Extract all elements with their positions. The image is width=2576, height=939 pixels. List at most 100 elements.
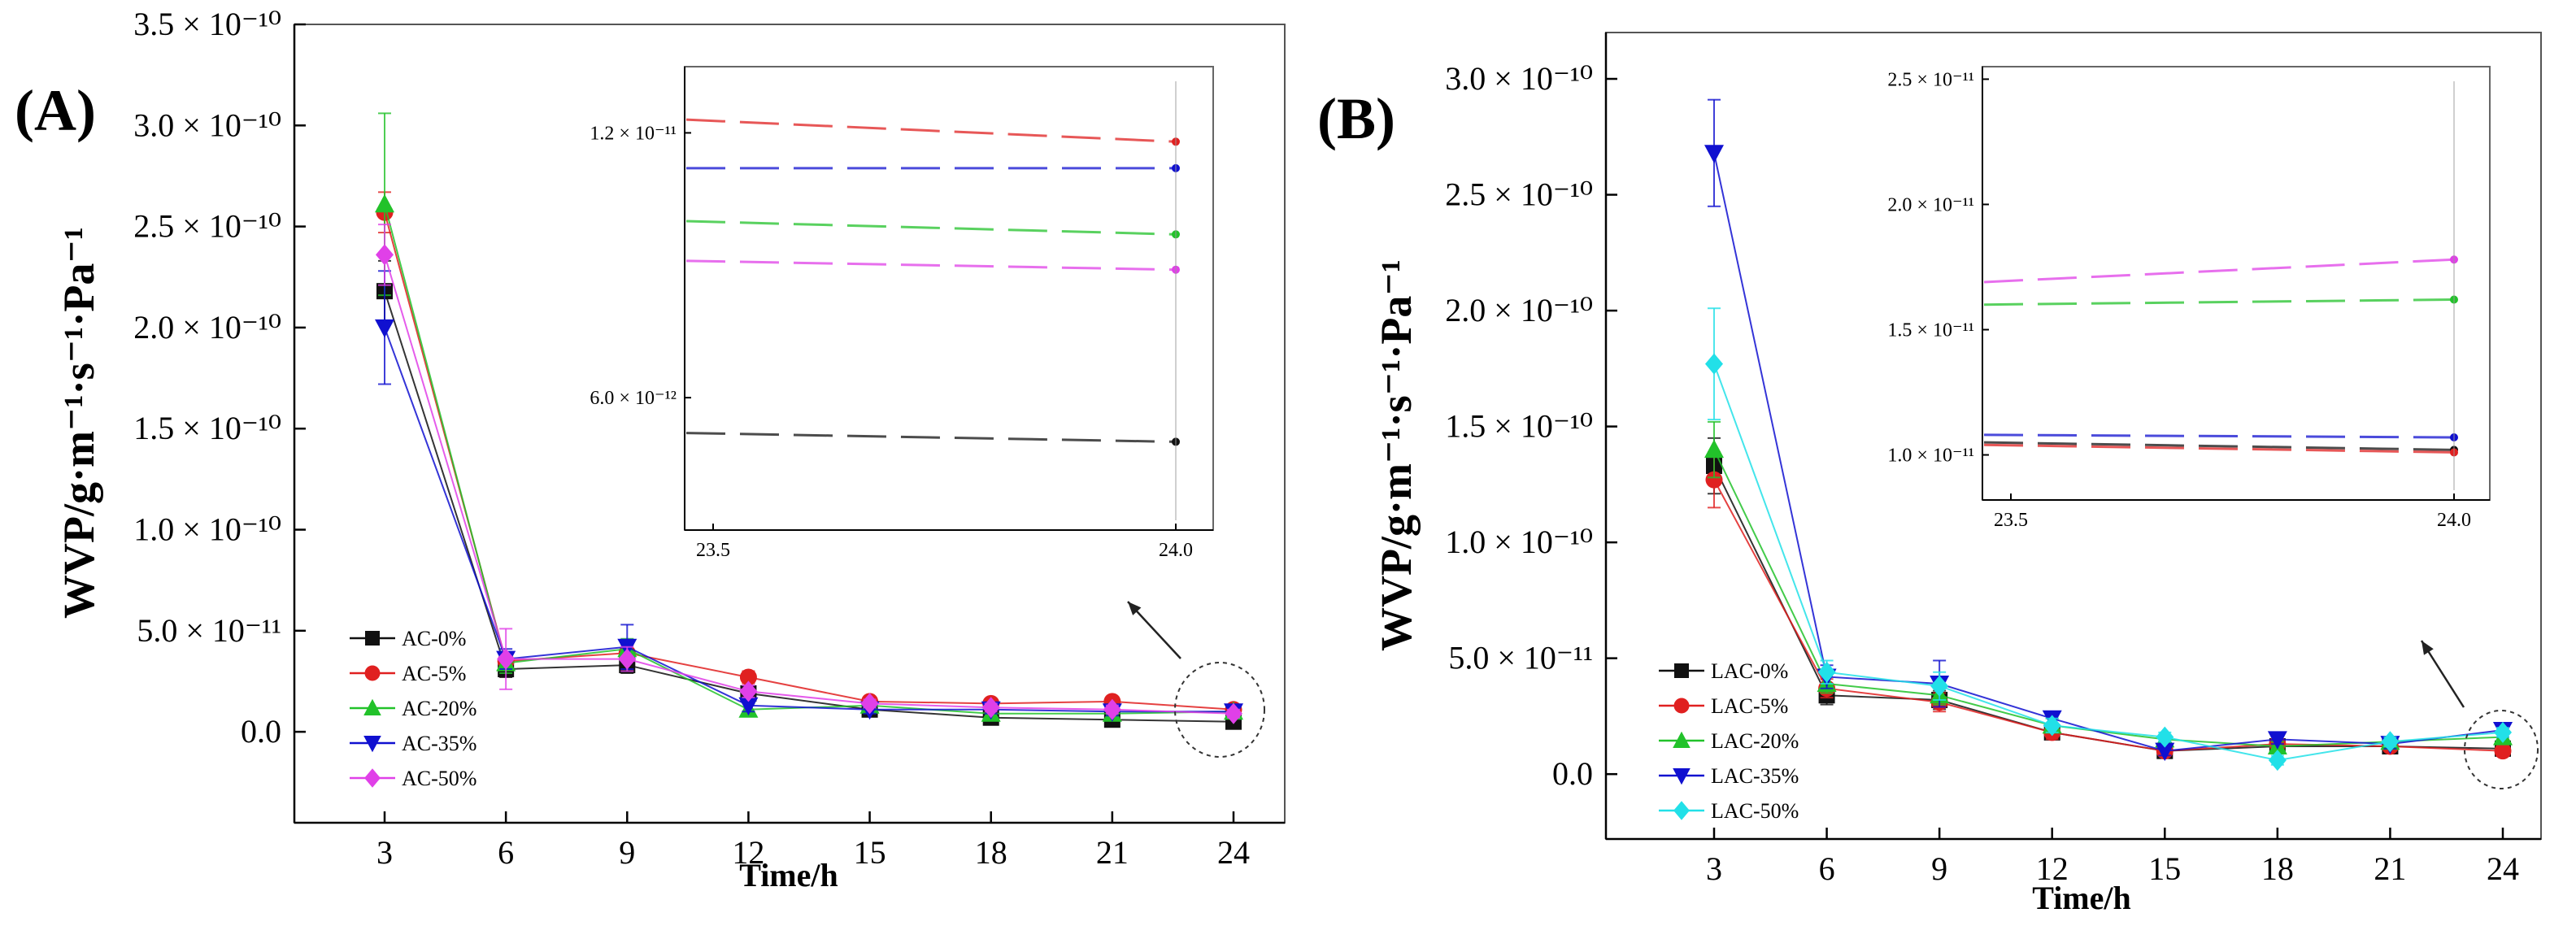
inset-x-tick-label: 23.5	[696, 540, 730, 561]
y-tick-label: 2.0 × 10⁻¹⁰	[1445, 292, 1593, 328]
legend-marker	[1673, 768, 1690, 785]
legend-label: LAC-50%	[1711, 799, 1799, 823]
data-point	[1705, 471, 1723, 489]
y-tick-label: 1.5 × 10⁻¹⁰	[133, 410, 281, 446]
data-point	[860, 693, 879, 715]
data-point	[497, 648, 516, 670]
x-tick-label: 6	[1819, 850, 1835, 887]
legend-label: AC-50%	[402, 767, 476, 790]
legend-marker	[1674, 663, 1689, 678]
y-tick-label: 1.0 × 10⁻¹⁰	[1445, 524, 1593, 560]
data-point	[1704, 439, 1724, 459]
inset-series-line	[1983, 443, 2455, 454]
inset-series-line	[685, 118, 1177, 143]
data-point	[376, 244, 394, 266]
inset-x-tick-label: 24.0	[1159, 540, 1193, 561]
series-lac-50pct	[1705, 307, 2512, 772]
x-axis-title: Time/h	[2032, 880, 2131, 916]
data-point	[1817, 661, 1836, 683]
legend-marker	[1673, 698, 1690, 714]
inset: 6.0 × 10⁻¹² 1.2 × 10⁻¹¹ 23.5 24.0	[590, 66, 1214, 561]
y-tick-label: 2.5 × 10⁻¹⁰	[1445, 176, 1593, 213]
data-point	[2156, 726, 2174, 748]
legend-label: LAC-20%	[1711, 729, 1799, 753]
legend-marker	[364, 665, 381, 681]
legend-label: LAC-5%	[1711, 694, 1788, 718]
legend-marker	[364, 768, 381, 788]
x-tick-label: 24	[1217, 834, 1250, 871]
x-tick-label: 12	[2036, 850, 2069, 887]
x-tick-label: 21	[2374, 850, 2406, 887]
series-line	[1713, 363, 2504, 762]
legend-marker	[1673, 801, 1690, 820]
legend-label: AC-35%	[402, 732, 476, 755]
data-point	[1930, 675, 1949, 697]
zoom-arrow-head	[1128, 602, 1142, 615]
y-tick-label: 3.0 × 10⁻¹⁰	[1445, 60, 1593, 97]
inset-y-tick-label: 1.0 × 10⁻¹¹	[1887, 446, 1974, 467]
inset-series-line	[1983, 433, 2455, 439]
y-tick-label: 3.0 × 10⁻¹⁰	[133, 107, 281, 143]
x-tick-label: 12	[732, 834, 764, 871]
x-tick-label: 18	[2261, 850, 2294, 887]
inset-y-tick-label: 1.5 × 10⁻¹¹	[1887, 320, 1974, 341]
x-tick-label: 3	[376, 834, 393, 871]
inset-series-line	[1983, 298, 2455, 306]
inset-y-tick-label: 2.5 × 10⁻¹¹	[1887, 69, 1974, 90]
inset-y-tick-label: 2.0 × 10⁻¹¹	[1887, 194, 1974, 215]
legend-label: AC-5%	[402, 662, 466, 685]
panel-label: (B)	[1317, 86, 1395, 151]
inset-series-line	[685, 432, 1177, 443]
x-axis-title: Time/h	[739, 857, 838, 893]
x-tick-label: 18	[975, 834, 1007, 871]
data-point	[739, 680, 758, 702]
y-tick-label: 0.0	[241, 713, 281, 750]
inset-series-line	[685, 220, 1177, 236]
inset: 1.0 × 10⁻¹¹ 1.5 × 10⁻¹¹ 2.0 × 10⁻¹¹ 2.5 × 1…	[1887, 66, 2491, 531]
inset-series-line	[685, 259, 1177, 272]
data-point	[375, 319, 394, 338]
data-point	[1704, 145, 1724, 163]
y-axis-title: WVP/g·m⁻¹·s⁻¹·Pa⁻¹	[1372, 259, 1421, 651]
y-tick-label: 1.0 × 10⁻¹⁰	[133, 511, 281, 548]
legend-marker	[365, 631, 380, 646]
y-tick-label: 5.0 × 10⁻¹¹	[1448, 640, 1593, 676]
zoom-circle	[1174, 662, 1265, 758]
legend-marker	[363, 698, 381, 715]
panel-b: (B) 0.0 5.0 × 10⁻¹¹ 1.0 × 10⁻¹⁰ 1.5 × 10⁻¹⁰ 2…	[1317, 32, 2542, 916]
inset-frame	[1982, 66, 2491, 501]
data-point	[2267, 731, 2287, 750]
data-point	[739, 668, 757, 686]
series-line	[1713, 153, 2504, 752]
series-line	[384, 290, 1234, 723]
legend-marker	[363, 736, 381, 753]
series-line	[1713, 465, 2504, 752]
data-point	[2494, 721, 2512, 743]
data-point	[2268, 750, 2287, 772]
inset-series-line	[1983, 441, 2455, 451]
data-point	[618, 648, 637, 670]
legend-marker	[1673, 731, 1690, 748]
y-tick-label: 2.5 × 10⁻¹⁰	[133, 208, 281, 245]
data-point	[1103, 698, 1121, 720]
legend-label: AC-20%	[402, 697, 476, 720]
data-point	[1705, 353, 1723, 375]
data-point	[1225, 702, 1242, 724]
inset-x-tick-label: 24.0	[2437, 510, 2471, 531]
panel-a: (A) 0.0 5.0 × 10⁻¹¹ 1.0 × 10⁻¹⁰ 1.5 × 10⁻¹⁰ 2…	[15, 6, 1286, 893]
data-point	[2494, 742, 2512, 760]
y-tick-label: 3.5 × 10⁻¹⁰	[133, 6, 281, 42]
legend: LAC-0% LAC-5% LAC-20% LAC-35% LAC-50%	[1659, 659, 1799, 823]
x-tick-label: 21	[1096, 834, 1129, 871]
x-tick-label: 24	[2487, 850, 2519, 887]
x-tick-label: 15	[2148, 850, 2181, 887]
zoom-circle	[2464, 710, 2539, 789]
x-tick-label: 15	[854, 834, 886, 871]
series-line	[1713, 479, 2504, 752]
data-point	[2043, 715, 2061, 737]
y-tick-label: 5.0 × 10⁻¹¹	[137, 612, 281, 649]
y-axis-title: WVP/g·m⁻¹·s⁻¹·Pa⁻¹	[54, 227, 103, 619]
series-ac-50pct	[376, 224, 1242, 724]
inset-y-tick-label: 6.0 × 10⁻¹²	[590, 388, 677, 409]
